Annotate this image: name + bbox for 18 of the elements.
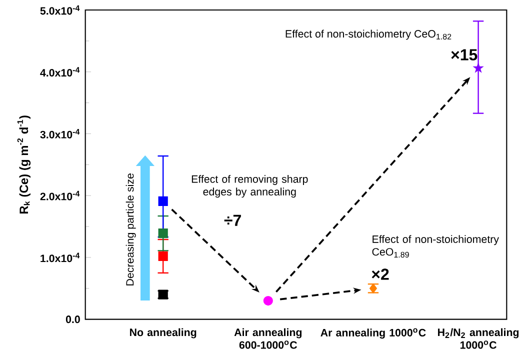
annotation: ×2 [372,268,389,280]
annotation: ×15 [451,49,478,60]
annotation: Effect of non-stoichiometry CeO$_{1.89}$ [372,235,499,258]
annotation: Effect of non-stoichiometry CeO$_{1.82}$ [286,30,452,40]
x-tick-label: H$_{2}$/N$_{2}$ annealing 1000$^{o}$C [438,328,519,349]
x-tick-label: Ar annealing 1000$^{o}$C [320,328,426,339]
y-tick-label: 0.0 [66,316,80,324]
y-tick-label: 3.0x10$^{-4}$ [40,129,80,138]
x-tick-label: No annealing [130,328,196,338]
y-tick-label: 2.0x10$^{-4}$ [40,190,80,200]
x-tick-label: Air annealing 600-1000$^{o}$C [234,328,302,349]
annotation: Effect of removing sharp edges by annealing [192,175,308,198]
y-tick-label: 1.0x10$^{-4}$ [40,252,80,262]
y-tick-label: 5.0x10$^{-4}$ [40,5,80,15]
y-tick-label: 4.0x10$^{-4}$ [40,67,80,77]
annotation: ÷7 [224,214,241,226]
y-axis-title: R$_{k}$ (Ce) (g m$^{-2}$ d$^{-1}$) [17,116,31,214]
annotation: Decreasing particle size [126,174,136,286]
